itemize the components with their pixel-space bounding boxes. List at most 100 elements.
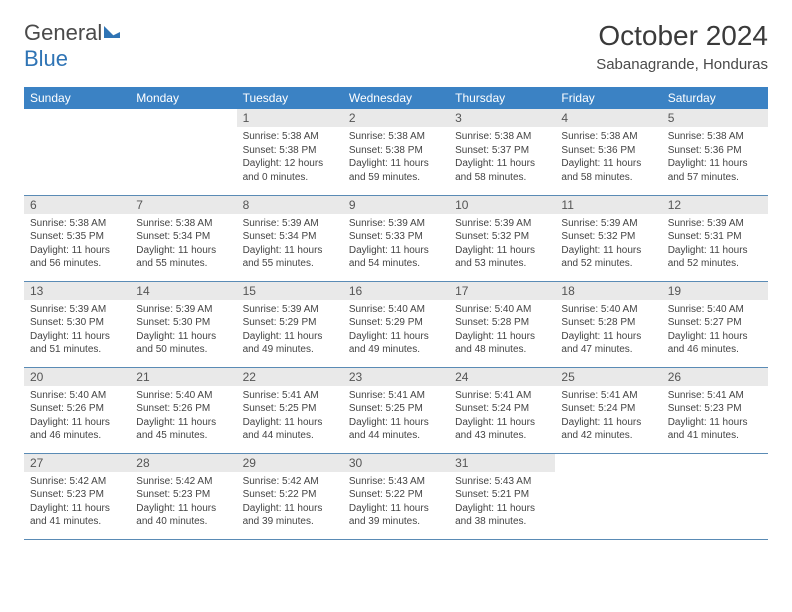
sunset-text: Sunset: 5:23 PM bbox=[668, 402, 762, 416]
daylight-text: Daylight: 11 hours and 52 minutes. bbox=[668, 244, 762, 271]
day-content: Sunrise: 5:41 AMSunset: 5:23 PMDaylight:… bbox=[662, 386, 768, 447]
sunset-text: Sunset: 5:29 PM bbox=[243, 316, 337, 330]
sunset-text: Sunset: 5:32 PM bbox=[561, 230, 655, 244]
daylight-text: Daylight: 11 hours and 54 minutes. bbox=[349, 244, 443, 271]
calendar-cell: 16Sunrise: 5:40 AMSunset: 5:29 PMDayligh… bbox=[343, 281, 449, 367]
sunrise-text: Sunrise: 5:40 AM bbox=[455, 303, 549, 317]
sunrise-text: Sunrise: 5:38 AM bbox=[30, 217, 124, 231]
day-content: Sunrise: 5:39 AMSunset: 5:30 PMDaylight:… bbox=[130, 300, 236, 361]
day-content: Sunrise: 5:43 AMSunset: 5:21 PMDaylight:… bbox=[449, 472, 555, 533]
day-content: Sunrise: 5:40 AMSunset: 5:26 PMDaylight:… bbox=[130, 386, 236, 447]
calendar-cell: 20Sunrise: 5:40 AMSunset: 5:26 PMDayligh… bbox=[24, 367, 130, 453]
daylight-text: Daylight: 11 hours and 45 minutes. bbox=[136, 416, 230, 443]
sunset-text: Sunset: 5:26 PM bbox=[30, 402, 124, 416]
calendar-table: SundayMondayTuesdayWednesdayThursdayFrid… bbox=[24, 87, 768, 540]
sunrise-text: Sunrise: 5:39 AM bbox=[136, 303, 230, 317]
day-content: Sunrise: 5:41 AMSunset: 5:25 PMDaylight:… bbox=[343, 386, 449, 447]
sunrise-text: Sunrise: 5:41 AM bbox=[243, 389, 337, 403]
day-number: 16 bbox=[343, 282, 449, 300]
daylight-text: Daylight: 11 hours and 49 minutes. bbox=[243, 330, 337, 357]
daylight-text: Daylight: 11 hours and 50 minutes. bbox=[136, 330, 230, 357]
day-number: 10 bbox=[449, 196, 555, 214]
logo-text: General Blue bbox=[24, 20, 122, 72]
calendar-cell: 15Sunrise: 5:39 AMSunset: 5:29 PMDayligh… bbox=[237, 281, 343, 367]
day-number: 22 bbox=[237, 368, 343, 386]
day-number: 13 bbox=[24, 282, 130, 300]
daylight-text: Daylight: 11 hours and 52 minutes. bbox=[561, 244, 655, 271]
calendar-cell: 7Sunrise: 5:38 AMSunset: 5:34 PMDaylight… bbox=[130, 195, 236, 281]
day-content: Sunrise: 5:40 AMSunset: 5:27 PMDaylight:… bbox=[662, 300, 768, 361]
sunset-text: Sunset: 5:22 PM bbox=[349, 488, 443, 502]
sunset-text: Sunset: 5:24 PM bbox=[561, 402, 655, 416]
day-content: Sunrise: 5:38 AMSunset: 5:38 PMDaylight:… bbox=[343, 127, 449, 188]
daylight-text: Daylight: 11 hours and 58 minutes. bbox=[455, 157, 549, 184]
calendar-cell: 25Sunrise: 5:41 AMSunset: 5:24 PMDayligh… bbox=[555, 367, 661, 453]
sunrise-text: Sunrise: 5:41 AM bbox=[561, 389, 655, 403]
sunset-text: Sunset: 5:37 PM bbox=[455, 144, 549, 158]
sunset-text: Sunset: 5:21 PM bbox=[455, 488, 549, 502]
logo-text-general: General bbox=[24, 20, 102, 45]
daylight-text: Daylight: 11 hours and 39 minutes. bbox=[243, 502, 337, 529]
sunrise-text: Sunrise: 5:39 AM bbox=[561, 217, 655, 231]
day-number: 19 bbox=[662, 282, 768, 300]
day-number: 4 bbox=[555, 109, 661, 127]
day-number: 30 bbox=[343, 454, 449, 472]
calendar-cell: 13Sunrise: 5:39 AMSunset: 5:30 PMDayligh… bbox=[24, 281, 130, 367]
day-content: Sunrise: 5:38 AMSunset: 5:37 PMDaylight:… bbox=[449, 127, 555, 188]
calendar-cell bbox=[662, 453, 768, 539]
sunrise-text: Sunrise: 5:41 AM bbox=[349, 389, 443, 403]
calendar-week-row: 27Sunrise: 5:42 AMSunset: 5:23 PMDayligh… bbox=[24, 453, 768, 539]
calendar-head: SundayMondayTuesdayWednesdayThursdayFrid… bbox=[24, 87, 768, 109]
calendar-body: 1Sunrise: 5:38 AMSunset: 5:38 PMDaylight… bbox=[24, 109, 768, 539]
day-content: Sunrise: 5:40 AMSunset: 5:26 PMDaylight:… bbox=[24, 386, 130, 447]
logo-text-blue: Blue bbox=[24, 46, 68, 71]
day-number: 18 bbox=[555, 282, 661, 300]
sunset-text: Sunset: 5:29 PM bbox=[349, 316, 443, 330]
sunset-text: Sunset: 5:22 PM bbox=[243, 488, 337, 502]
sunset-text: Sunset: 5:27 PM bbox=[668, 316, 762, 330]
logo-sail-icon bbox=[102, 20, 122, 46]
day-number: 26 bbox=[662, 368, 768, 386]
day-number: 6 bbox=[24, 196, 130, 214]
sunrise-text: Sunrise: 5:38 AM bbox=[243, 130, 337, 144]
day-content: Sunrise: 5:42 AMSunset: 5:23 PMDaylight:… bbox=[130, 472, 236, 533]
day-number: 29 bbox=[237, 454, 343, 472]
calendar-cell: 21Sunrise: 5:40 AMSunset: 5:26 PMDayligh… bbox=[130, 367, 236, 453]
day-content: Sunrise: 5:40 AMSunset: 5:28 PMDaylight:… bbox=[555, 300, 661, 361]
sunrise-text: Sunrise: 5:39 AM bbox=[243, 217, 337, 231]
calendar-cell: 28Sunrise: 5:42 AMSunset: 5:23 PMDayligh… bbox=[130, 453, 236, 539]
daylight-text: Daylight: 11 hours and 55 minutes. bbox=[243, 244, 337, 271]
day-content: Sunrise: 5:39 AMSunset: 5:29 PMDaylight:… bbox=[237, 300, 343, 361]
day-content: Sunrise: 5:40 AMSunset: 5:28 PMDaylight:… bbox=[449, 300, 555, 361]
calendar-week-row: 1Sunrise: 5:38 AMSunset: 5:38 PMDaylight… bbox=[24, 109, 768, 195]
calendar-cell: 12Sunrise: 5:39 AMSunset: 5:31 PMDayligh… bbox=[662, 195, 768, 281]
calendar-cell: 2Sunrise: 5:38 AMSunset: 5:38 PMDaylight… bbox=[343, 109, 449, 195]
weekday-header: Saturday bbox=[662, 87, 768, 109]
sunrise-text: Sunrise: 5:40 AM bbox=[30, 389, 124, 403]
day-content: Sunrise: 5:43 AMSunset: 5:22 PMDaylight:… bbox=[343, 472, 449, 533]
daylight-text: Daylight: 11 hours and 46 minutes. bbox=[668, 330, 762, 357]
day-number: 11 bbox=[555, 196, 661, 214]
daylight-text: Daylight: 11 hours and 57 minutes. bbox=[668, 157, 762, 184]
day-content: Sunrise: 5:38 AMSunset: 5:34 PMDaylight:… bbox=[130, 214, 236, 275]
day-content: Sunrise: 5:39 AMSunset: 5:30 PMDaylight:… bbox=[24, 300, 130, 361]
calendar-cell: 11 Sunrise: 5:39 AMSunset: 5:32 PMDayligh… bbox=[555, 195, 661, 281]
day-number: 23 bbox=[343, 368, 449, 386]
calendar-cell: 22Sunrise: 5:41 AMSunset: 5:25 PMDayligh… bbox=[237, 367, 343, 453]
daylight-text: Daylight: 11 hours and 58 minutes. bbox=[561, 157, 655, 184]
day-content: Sunrise: 5:38 AMSunset: 5:35 PMDaylight:… bbox=[24, 214, 130, 275]
daylight-text: Daylight: 11 hours and 41 minutes. bbox=[668, 416, 762, 443]
day-number: 17 bbox=[449, 282, 555, 300]
calendar-cell: 10Sunrise: 5:39 AMSunset: 5:32 PMDayligh… bbox=[449, 195, 555, 281]
calendar-cell: 17Sunrise: 5:40 AMSunset: 5:28 PMDayligh… bbox=[449, 281, 555, 367]
daylight-text: Daylight: 11 hours and 48 minutes. bbox=[455, 330, 549, 357]
sunrise-text: Sunrise: 5:39 AM bbox=[668, 217, 762, 231]
day-content: Sunrise: 5:38 AMSunset: 5:36 PMDaylight:… bbox=[555, 127, 661, 188]
calendar-cell: 5Sunrise: 5:38 AMSunset: 5:36 PMDaylight… bbox=[662, 109, 768, 195]
day-number: 24 bbox=[449, 368, 555, 386]
title-block: October 2024 Sabanagrande, Honduras bbox=[596, 20, 768, 73]
sunset-text: Sunset: 5:24 PM bbox=[455, 402, 549, 416]
day-content: Sunrise: 5:39 AMSunset: 5:31 PMDaylight:… bbox=[662, 214, 768, 275]
sunset-text: Sunset: 5:33 PM bbox=[349, 230, 443, 244]
weekday-header: Tuesday bbox=[237, 87, 343, 109]
